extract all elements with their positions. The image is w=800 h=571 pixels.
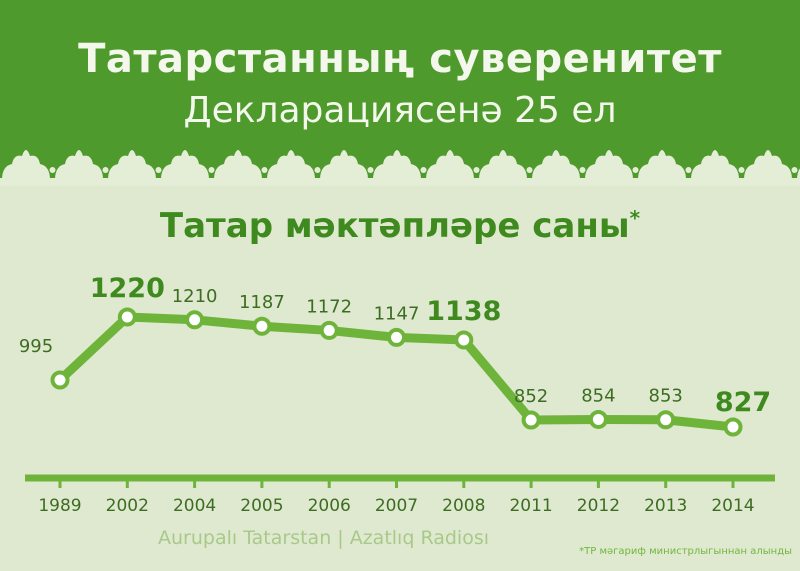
- x-tick-label: 2011: [509, 496, 552, 516]
- credit-text: Aurupalı Tatarstan | Azatlıq Radiosı: [158, 527, 490, 549]
- ornament-motif: [373, 150, 421, 180]
- data-point: [387, 327, 406, 347]
- data-label: 1147: [374, 303, 420, 324]
- data-label: 995: [19, 336, 53, 357]
- ornament-motif: [55, 150, 103, 180]
- data-label: 1138: [426, 296, 501, 327]
- x-tick-label: 2012: [577, 496, 620, 516]
- ornament-motif: [638, 150, 686, 180]
- chart-title: Татар мәктәпләре саны*: [0, 206, 800, 246]
- footnote: *ТР мәгариф министрлыгыннан алынды: [579, 546, 792, 557]
- data-label: 1172: [306, 296, 352, 317]
- data-label: 853: [649, 386, 683, 407]
- data-point: [454, 330, 474, 350]
- x-tick-label: 2007: [375, 496, 418, 516]
- x-tick-label: 2008: [442, 496, 485, 516]
- ornament-dot: [685, 167, 692, 173]
- ornament-dot: [526, 167, 533, 173]
- data-label: 1187: [239, 292, 285, 313]
- x-tick-label: 2013: [644, 496, 687, 516]
- data-label: 827: [715, 387, 771, 418]
- data-label: 1210: [172, 286, 218, 307]
- ornament-motif: [426, 150, 474, 180]
- x-tick-label: 2005: [240, 496, 283, 516]
- ornament-dot: [632, 167, 639, 173]
- ornament-dot: [579, 167, 586, 173]
- data-point: [319, 320, 339, 340]
- data-point: [50, 370, 70, 390]
- ornament-dot: [155, 167, 162, 173]
- ornament-motif: [161, 150, 209, 180]
- ornament-border: [0, 140, 800, 186]
- ornament-motif: [744, 150, 792, 180]
- chart-title-text: Татар мәктәпләре саны: [159, 206, 630, 246]
- data-point: [185, 310, 205, 330]
- data-point: [588, 409, 608, 429]
- ornament-dot: [738, 167, 745, 173]
- ornament-dot: [208, 167, 215, 173]
- ornament-motif: [267, 150, 315, 180]
- ornament-motif: [479, 150, 527, 180]
- ornament-dot: [367, 167, 374, 173]
- ornament-dot: [791, 167, 798, 173]
- data-point: [521, 410, 541, 430]
- ornament-dot: [261, 167, 268, 173]
- x-tick-label: 2004: [173, 496, 216, 516]
- ornament-dot: [420, 167, 427, 173]
- data-point: [656, 410, 676, 430]
- ornament-dot: [314, 167, 321, 173]
- ornament-dot: [102, 167, 109, 173]
- ornament-motif: [585, 150, 633, 180]
- x-tick-label: 2006: [308, 496, 351, 516]
- ornament-motif: [797, 168, 800, 180]
- data-label: 854: [581, 385, 615, 406]
- data-point: [723, 417, 743, 437]
- data-point: [252, 316, 272, 336]
- x-tick-label: 2002: [106, 496, 149, 516]
- data-label: 852: [514, 386, 548, 407]
- ornament-dot: [473, 167, 480, 173]
- data-point: [117, 307, 137, 327]
- ornament-motif: [320, 150, 368, 180]
- header-banner: Татарстанның суверенитет Декларациясенә …: [0, 0, 800, 186]
- x-tick-label: 1989: [38, 496, 81, 516]
- data-label: 1220: [90, 273, 165, 304]
- ornament-motif: [214, 150, 262, 180]
- ornament-motif: [2, 150, 50, 180]
- page-subtitle: Декларациясенә 25 ел: [183, 90, 617, 131]
- x-tick-label: 2014: [711, 496, 754, 516]
- ornament-motif: [108, 150, 156, 180]
- ornament-dot: [49, 167, 56, 173]
- ornament-motif: [691, 150, 739, 180]
- ornament-motif: [532, 150, 580, 180]
- chart-title-asterisk: *: [629, 206, 641, 230]
- page-title: Татарстанның суверенитет: [78, 36, 722, 82]
